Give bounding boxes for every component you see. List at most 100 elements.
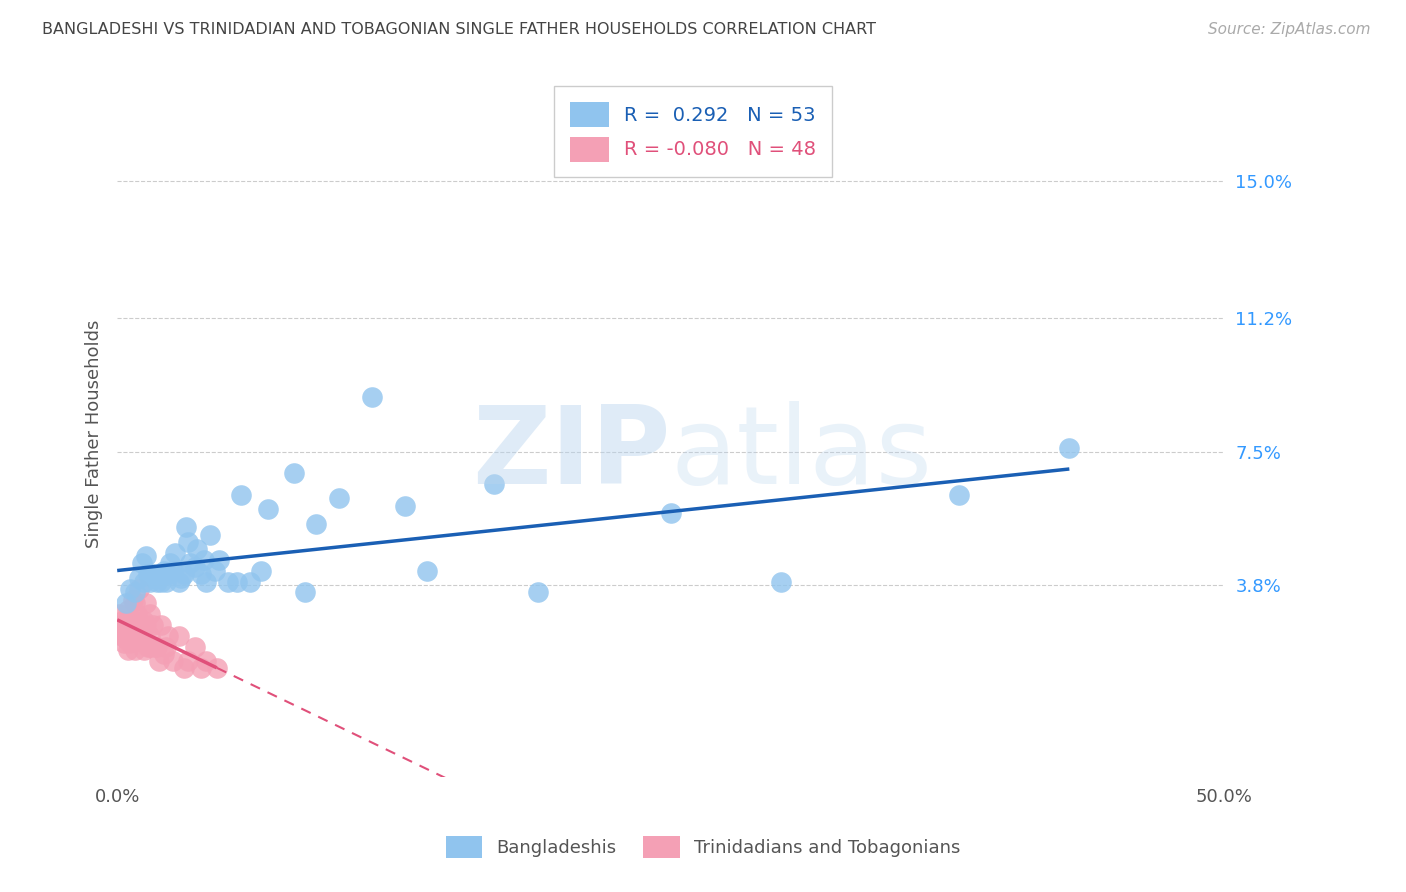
Point xyxy=(117,643,139,657)
Point xyxy=(177,534,200,549)
Point xyxy=(155,640,177,654)
Point xyxy=(770,574,793,589)
Point xyxy=(110,614,132,628)
Point xyxy=(173,567,195,582)
Point xyxy=(173,661,195,675)
Point xyxy=(174,520,197,534)
Point xyxy=(128,618,150,632)
Point xyxy=(139,607,162,621)
Point xyxy=(239,574,262,589)
Point xyxy=(128,629,150,643)
Point xyxy=(256,502,278,516)
Point xyxy=(157,567,180,582)
Point xyxy=(139,629,162,643)
Point xyxy=(194,654,217,668)
Point xyxy=(162,564,184,578)
Point xyxy=(328,491,350,506)
Point xyxy=(148,567,170,582)
Point xyxy=(183,640,205,654)
Point xyxy=(157,629,180,643)
Point xyxy=(112,636,135,650)
Point xyxy=(121,629,143,643)
Point xyxy=(139,640,162,654)
Point xyxy=(132,574,155,589)
Point xyxy=(659,506,682,520)
Point xyxy=(120,582,142,596)
Legend: Bangladeshis, Trinidadians and Tobagonians: Bangladeshis, Trinidadians and Tobagonia… xyxy=(439,829,967,865)
Point xyxy=(127,629,149,643)
Point xyxy=(124,596,146,610)
Point xyxy=(190,661,212,675)
Point xyxy=(305,516,328,531)
Point xyxy=(183,560,205,574)
Point xyxy=(231,488,253,502)
Point xyxy=(143,571,166,585)
Point xyxy=(136,567,159,582)
Point xyxy=(108,618,131,632)
Point xyxy=(159,557,181,571)
Point xyxy=(190,567,212,582)
Point xyxy=(194,574,217,589)
Point xyxy=(120,636,142,650)
Point xyxy=(217,574,239,589)
Point xyxy=(131,557,153,571)
Point xyxy=(124,585,146,599)
Point xyxy=(135,596,157,610)
Point xyxy=(179,557,201,571)
Point xyxy=(112,625,135,640)
Point xyxy=(142,567,165,582)
Point xyxy=(163,546,186,560)
Point xyxy=(416,564,439,578)
Point xyxy=(124,643,146,657)
Point xyxy=(115,618,138,632)
Point xyxy=(360,390,382,404)
Point xyxy=(132,614,155,628)
Point xyxy=(198,527,221,541)
Text: BANGLADESHI VS TRINIDADIAN AND TOBAGONIAN SINGLE FATHER HOUSEHOLDS CORRELATION C: BANGLADESHI VS TRINIDADIAN AND TOBAGONIA… xyxy=(42,22,876,37)
Point xyxy=(482,477,505,491)
Point xyxy=(150,574,173,589)
Point xyxy=(120,618,142,632)
Legend: R =  0.292   N = 53, R = -0.080   N = 48: R = 0.292 N = 53, R = -0.080 N = 48 xyxy=(554,87,832,178)
Point xyxy=(167,574,190,589)
Point xyxy=(135,549,157,564)
Y-axis label: Single Father Households: Single Father Households xyxy=(86,319,103,548)
Point xyxy=(142,618,165,632)
Text: ZIP: ZIP xyxy=(472,401,671,507)
Point xyxy=(128,582,150,596)
Text: Source: ZipAtlas.com: Source: ZipAtlas.com xyxy=(1208,22,1371,37)
Point xyxy=(136,640,159,654)
Point xyxy=(170,571,193,585)
Point xyxy=(121,614,143,628)
Point xyxy=(135,618,157,632)
Point xyxy=(193,553,215,567)
Point xyxy=(250,564,273,578)
Point xyxy=(146,640,169,654)
Point xyxy=(204,564,226,578)
Point xyxy=(150,618,173,632)
Point xyxy=(205,661,228,675)
Point xyxy=(117,603,139,617)
Point xyxy=(283,466,305,480)
Point xyxy=(394,499,416,513)
Point xyxy=(127,607,149,621)
Point xyxy=(162,654,184,668)
Point xyxy=(527,585,550,599)
Point xyxy=(131,629,153,643)
Point xyxy=(139,574,162,589)
Point xyxy=(294,585,316,599)
Point xyxy=(108,607,131,621)
Point xyxy=(208,553,231,567)
Point xyxy=(146,574,169,589)
Point xyxy=(155,574,177,589)
Point xyxy=(143,640,166,654)
Point xyxy=(177,654,200,668)
Point xyxy=(124,614,146,628)
Point xyxy=(225,574,247,589)
Point xyxy=(115,632,138,647)
Point xyxy=(132,643,155,657)
Point xyxy=(152,564,174,578)
Text: atlas: atlas xyxy=(671,401,932,507)
Point xyxy=(115,596,138,610)
Point xyxy=(148,654,170,668)
